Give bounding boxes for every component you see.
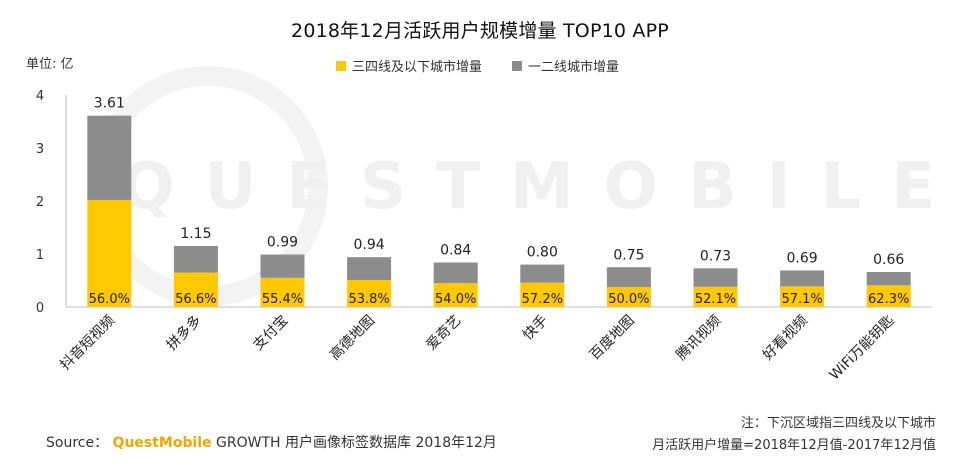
bar-segment-lower-tier: [260, 277, 305, 307]
x-category-label: 抖音短视频: [57, 312, 119, 374]
x-category-label: 百度地图: [587, 313, 638, 364]
bar-total-label: 0.73: [700, 248, 731, 264]
bar-share-label: 55.4%: [262, 292, 303, 307]
unit-label: 单位: 亿: [26, 57, 74, 72]
bar-segment-upper-tier: [866, 272, 911, 286]
note-line-2: 月活跃用户增量=2018年12月值-2017年12月值: [652, 438, 936, 453]
bar-segment-lower-tier: [87, 199, 132, 307]
bar-segment-upper-tier: [693, 268, 738, 287]
bar-segment-upper-tier: [433, 262, 478, 284]
bar-segment-upper-tier: [606, 267, 651, 288]
x-category-label: 爱奇艺: [423, 312, 465, 354]
bar-total-label: 0.75: [613, 247, 644, 263]
x-category-label: 高德地图: [326, 312, 378, 364]
y-tick-label: 4: [36, 89, 44, 104]
y-tick-label: 2: [36, 195, 44, 210]
bar-segment-lower-tier: [347, 279, 392, 307]
y-tick-label: 1: [36, 248, 44, 263]
y-tick-label: 0: [36, 301, 44, 316]
legend-swatch-lower-tier: [336, 60, 346, 71]
bar-total-label: 0.69: [787, 250, 818, 266]
legend-label-lower-tier: 三四线及以下城市增量: [352, 60, 483, 75]
bar-segment-lower-tier: [780, 286, 825, 307]
bar-segment-lower-tier: [520, 282, 565, 307]
bar-share-label: 57.2%: [522, 292, 563, 307]
x-category-label: WiFi万能钥匙: [827, 313, 898, 384]
bar-total-label: 0.94: [354, 237, 385, 253]
bar-share-label: 53.8%: [348, 292, 389, 307]
bar-segment-upper-tier: [260, 254, 305, 278]
bar-segment-upper-tier: [173, 246, 218, 273]
x-category-label: 拼多多: [163, 312, 205, 354]
bar-total-label: 0.84: [440, 242, 471, 258]
legend-swatch-upper-tier: [512, 60, 523, 71]
bar-segment-upper-tier: [520, 264, 565, 283]
bar-share-label: 56.0%: [89, 292, 130, 307]
x-category-label: 支付宝: [250, 313, 291, 354]
bar-segment-upper-tier: [780, 270, 825, 287]
bar-share-label: 56.6%: [175, 292, 216, 307]
bar-segment-lower-tier: [433, 283, 478, 307]
bar-total-label: 0.99: [267, 235, 298, 251]
bar-share-label: 54.0%: [435, 292, 476, 307]
legend: 三四线及以下城市增量 一二线城市增量: [336, 56, 619, 75]
bar-share-label: 52.1%: [695, 292, 736, 307]
legend-item-lower-tier: 三四线及以下城市增量: [336, 56, 482, 75]
legend-label-upper-tier: 一二线城市增量: [528, 60, 620, 75]
bar-share-label: 62.3%: [868, 292, 909, 307]
bar-total-label: 0.66: [873, 252, 904, 268]
chart-title: 2018年12月活跃用户规模增量 TOP10 APP: [291, 20, 669, 42]
bar-share-label: 57.1%: [781, 292, 822, 307]
bar-segment-lower-tier: [606, 287, 651, 307]
note-line-1: 注：下沉区域指三四线及以下城市: [740, 416, 936, 431]
y-tick-label: 3: [36, 142, 44, 157]
bar-segment-lower-tier: [173, 272, 218, 307]
x-category-label: 腾讯视频: [673, 312, 725, 364]
source-line: Source： QuestMobile GROWTH 用户画像标签数据库 201…: [46, 432, 497, 452]
bar-segment-lower-tier: [866, 285, 911, 307]
bar-segment-upper-tier: [87, 115, 132, 200]
bar-total-label: 0.80: [527, 245, 558, 261]
bar-segment-lower-tier: [693, 286, 738, 307]
bar-total-label: 1.15: [180, 226, 211, 242]
source-brand: QuestMobile: [112, 435, 212, 451]
bar-total-label: 3.61: [94, 96, 125, 112]
source-prefix: Source：: [46, 435, 109, 451]
bar-segment-upper-tier: [347, 257, 392, 280]
x-category-label: 快手: [520, 313, 551, 344]
source-rest: GROWTH 用户画像标签数据库 2018年12月: [211, 435, 497, 451]
legend-item-upper-tier: 一二线城市增量: [512, 56, 619, 75]
bar-share-label: 50.0%: [608, 292, 649, 307]
watermark-text: QUESTMOBILE: [120, 150, 960, 224]
x-category-label: 好看视频: [760, 313, 811, 364]
